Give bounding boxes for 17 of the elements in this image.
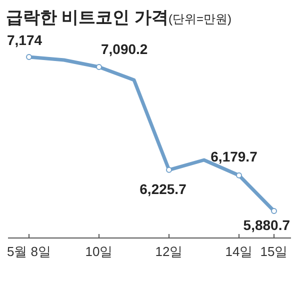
x-tick-label: 12일 <box>155 244 183 259</box>
data-label: 7,174 <box>7 32 42 48</box>
x-tick-label: 10일 <box>85 244 113 259</box>
x-tick-label: 5월 8일 <box>6 244 52 259</box>
point <box>26 54 32 60</box>
data-label: 7,090.2 <box>101 40 148 57</box>
data-label: 5,880.7 <box>243 217 290 233</box>
data-label: 6,225.7 <box>140 180 187 197</box>
chart-subtitle: (단위=만원) <box>168 12 232 26</box>
point <box>236 172 242 178</box>
chart-title: 급락한 비트코인 가격 <box>6 8 168 27</box>
point <box>96 64 102 70</box>
x-tick-label: 15일 <box>260 244 288 259</box>
x-tick-label: 14일 <box>225 244 253 259</box>
point <box>271 208 277 214</box>
data-label: 6,179.7 <box>210 148 258 164</box>
point <box>166 166 172 173</box>
